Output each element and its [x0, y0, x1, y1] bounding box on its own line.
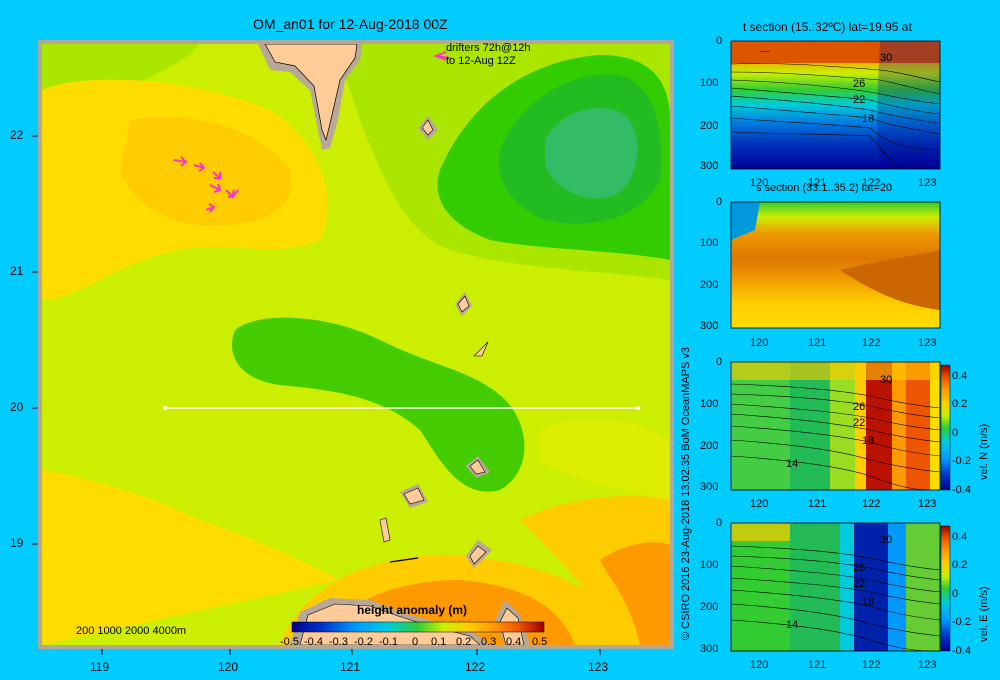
p1-depth-100: 100 [700, 77, 719, 89]
x-tick-122: 122 [465, 660, 486, 674]
p3-vel-02: 0.2 [952, 398, 968, 410]
p3-depth-200: 200 [700, 440, 719, 452]
p4-vel-0: 0 [952, 588, 959, 600]
p4-vel-04: 0.4 [952, 531, 968, 543]
p4-depth-200: 200 [700, 601, 719, 613]
y-tick-20: 20 [10, 400, 24, 414]
cbar-tick: -0.3 [329, 636, 348, 648]
p1-depth-300: 300 [700, 160, 719, 172]
p4-iso-30: 30 [880, 534, 893, 546]
p2-lon-122: 122 [862, 337, 881, 349]
p3-depth-300: 300 [700, 481, 719, 493]
p1-lon-122: 122 [862, 177, 881, 189]
depth-legend: 200 1000 2000 4000m [76, 625, 187, 637]
p4-lon-121: 121 [808, 659, 827, 671]
cbar-tick: 0.3 [481, 636, 497, 648]
p1-lon-123: 123 [918, 177, 937, 189]
y-tick-19: 19 [10, 536, 24, 550]
p1-lon-121: 121 [808, 177, 827, 189]
t-section-title: t section (15..32ºC) lat=19.95 at [743, 20, 912, 34]
p4-vel-02: 0.2 [952, 559, 968, 571]
p3-iso-14: 14 [786, 458, 799, 470]
cbar-tick: 0.1 [431, 636, 447, 648]
p3-lon-122: 122 [862, 498, 881, 510]
cbar-tick: 0.5 [532, 636, 548, 648]
p2-depth-100: 100 [700, 237, 719, 249]
cbar-tick: -0.1 [379, 636, 398, 648]
p4-lon-120: 120 [750, 659, 769, 671]
p2-depth-300: 300 [700, 320, 719, 332]
x-tick-121: 121 [340, 660, 361, 674]
vel-e-label: vel. E (m/s) [978, 586, 990, 642]
p3-iso-26: 26 [853, 401, 866, 413]
p4-vel-m04: -0.4 [952, 645, 971, 657]
x-tick-119: 119 [90, 660, 110, 674]
p4-depth-300: 300 [700, 643, 719, 655]
p3-lon-121: 121 [808, 498, 827, 510]
p3-vel-0: 0 [952, 427, 959, 439]
y-tick-22: 22 [10, 128, 24, 142]
p1-iso-26: 26 [853, 78, 866, 90]
p4-depth-0: 0 [716, 517, 723, 529]
p3-vel-04: 0.4 [952, 370, 968, 382]
cbar-tick: -0.2 [354, 636, 373, 648]
p3-depth-0: 0 [716, 356, 723, 368]
p3-iso-22: 22 [853, 417, 866, 429]
drifters-label-2: to 12-Aug 12Z [446, 55, 516, 67]
cbar-tick: 0.4 [506, 636, 522, 648]
p3-lon-120: 120 [750, 498, 769, 510]
p4-lon-123: 123 [918, 659, 937, 671]
x-tick-123: 123 [588, 660, 609, 674]
cbar-tick: 0 [412, 636, 419, 648]
p4-iso-18: 18 [862, 596, 875, 608]
p4-iso-14: 14 [786, 619, 799, 631]
p4-depth-100: 100 [700, 559, 719, 571]
s-section-title: s section (33.1..35.2) lat=20 [756, 182, 893, 194]
p3-iso-30: 30 [880, 374, 893, 386]
p3-iso-18: 18 [862, 435, 875, 447]
p4-lon-122: 122 [862, 659, 881, 671]
p2-lon-120: 120 [750, 337, 769, 349]
p3-lon-123: 123 [918, 498, 937, 510]
p3-vel-m04: -0.4 [952, 484, 971, 496]
p2-depth-0: 0 [716, 196, 723, 208]
p2-depth-200: 200 [700, 279, 719, 291]
p1-iso-22: 22 [853, 94, 866, 106]
colorbar [291, 621, 545, 633]
x-tick-120: 120 [218, 660, 239, 674]
drifters-label-1: drifters 72h@12h [446, 42, 531, 54]
p1-depth-0: 0 [716, 35, 723, 47]
p4-iso-22: 22 [853, 578, 866, 590]
drifter-arrows [173, 51, 451, 213]
p2-lon-121: 121 [808, 337, 827, 349]
p1-iso-30: 30 [880, 52, 893, 64]
vel-n-label: vel. N (m/s) [978, 423, 990, 480]
p1-depth-200: 200 [700, 120, 719, 132]
cbar-tick: -0.5 [280, 636, 299, 648]
p3-vel-m02: -0.2 [952, 455, 971, 467]
y-tick-21: 21 [10, 264, 24, 278]
p4-vel-m02: -0.2 [952, 616, 971, 628]
colorbar-label: height anomaly (m) [357, 603, 468, 617]
cbar-tick: -0.4 [304, 636, 323, 648]
p4-iso-26: 26 [853, 562, 866, 574]
p1-iso-18: 18 [862, 113, 875, 125]
p1-lon-120: 120 [750, 177, 769, 189]
map-title: OM_an01 for 12-Aug-2018 00Z [253, 16, 448, 32]
p2-lon-123: 123 [918, 337, 937, 349]
credit-text: © CSIRO 2016 23-Aug-2018 13:02:35 BoM Oc… [680, 346, 692, 640]
cbar-tick: 0.2 [456, 636, 472, 648]
p3-depth-100: 100 [700, 398, 719, 410]
colorbar-ticks: -0.5 -0.4 -0.3 -0.2 -0.1 0 0.1 0.2 0.3 0… [280, 636, 556, 650]
